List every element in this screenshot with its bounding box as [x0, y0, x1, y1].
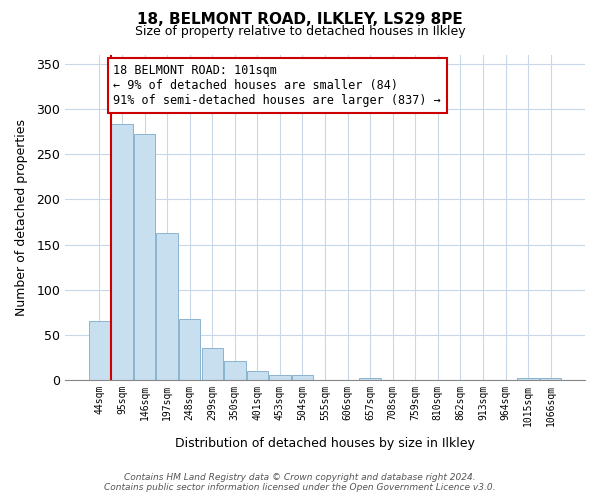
Y-axis label: Number of detached properties: Number of detached properties	[15, 119, 28, 316]
X-axis label: Distribution of detached houses by size in Ilkley: Distribution of detached houses by size …	[175, 437, 475, 450]
Bar	[202, 348, 223, 380]
Text: 18 BELMONT ROAD: 101sqm
← 9% of detached houses are smaller (84)
91% of semi-det: 18 BELMONT ROAD: 101sqm ← 9% of detached…	[113, 64, 441, 107]
Bar	[359, 378, 381, 380]
Text: 18, BELMONT ROAD, ILKLEY, LS29 8PE: 18, BELMONT ROAD, ILKLEY, LS29 8PE	[137, 12, 463, 28]
Bar	[89, 321, 110, 380]
Bar	[224, 361, 245, 380]
Bar	[292, 376, 313, 380]
Bar	[179, 320, 200, 380]
Text: Size of property relative to detached houses in Ilkley: Size of property relative to detached ho…	[134, 25, 466, 38]
Bar	[247, 371, 268, 380]
Bar	[111, 124, 133, 380]
Bar	[269, 376, 290, 380]
Bar	[517, 378, 539, 380]
Text: Contains HM Land Registry data © Crown copyright and database right 2024.
Contai: Contains HM Land Registry data © Crown c…	[104, 473, 496, 492]
Bar	[134, 134, 155, 380]
Bar	[540, 378, 562, 380]
Bar	[157, 233, 178, 380]
